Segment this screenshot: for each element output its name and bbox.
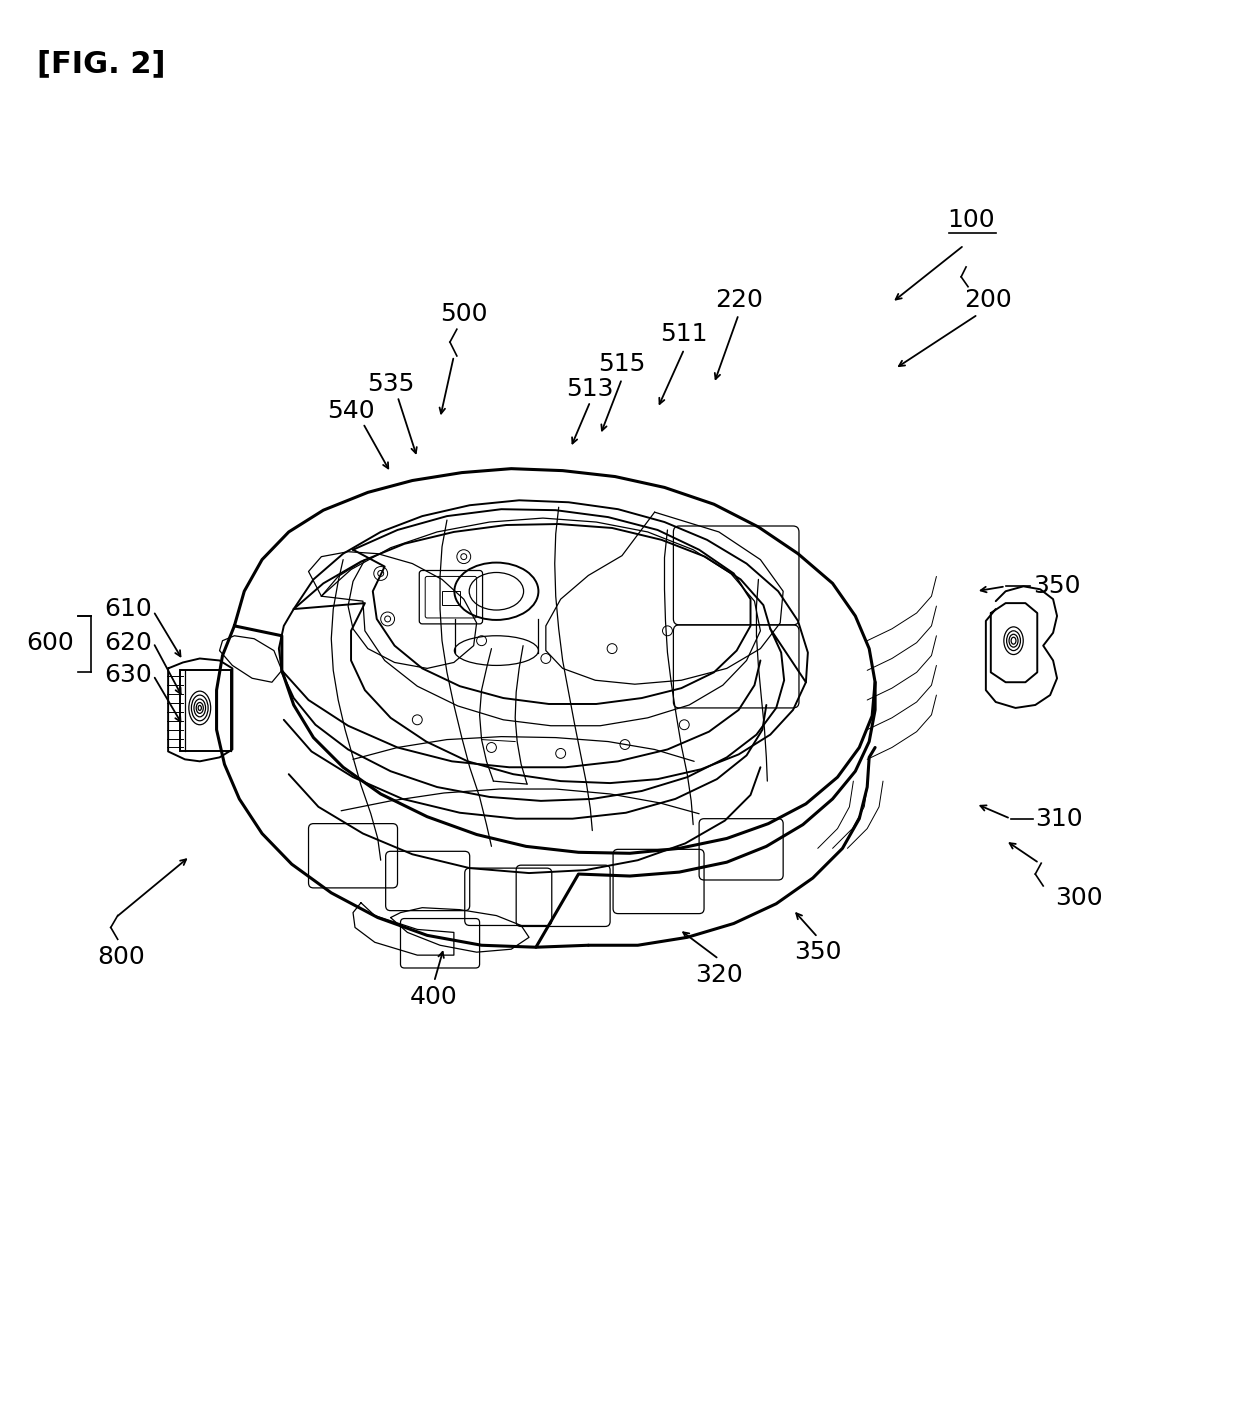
Text: 350: 350 — [1033, 575, 1081, 599]
Text: 200: 200 — [963, 288, 1012, 312]
Text: 100: 100 — [947, 208, 994, 232]
Text: 513: 513 — [567, 377, 614, 400]
Text: 630: 630 — [104, 663, 151, 687]
Text: 620: 620 — [104, 631, 151, 655]
Text: 320: 320 — [694, 962, 743, 986]
Text: 800: 800 — [97, 946, 145, 969]
Text: 310: 310 — [1035, 806, 1083, 830]
Text: 515: 515 — [598, 351, 646, 375]
Text: 350: 350 — [794, 940, 842, 964]
Text: 220: 220 — [714, 288, 763, 312]
Text: 540: 540 — [327, 399, 374, 423]
Text: 400: 400 — [410, 985, 458, 1009]
Text: 600: 600 — [26, 631, 74, 655]
Text: 610: 610 — [104, 597, 151, 621]
Text: 535: 535 — [367, 371, 414, 396]
Text: 511: 511 — [661, 322, 708, 346]
Bar — [441, 592, 460, 606]
Text: 300: 300 — [1055, 885, 1102, 910]
Bar — [180, 670, 232, 752]
Text: 500: 500 — [440, 302, 487, 326]
Text: [FIG. 2]: [FIG. 2] — [37, 49, 165, 79]
